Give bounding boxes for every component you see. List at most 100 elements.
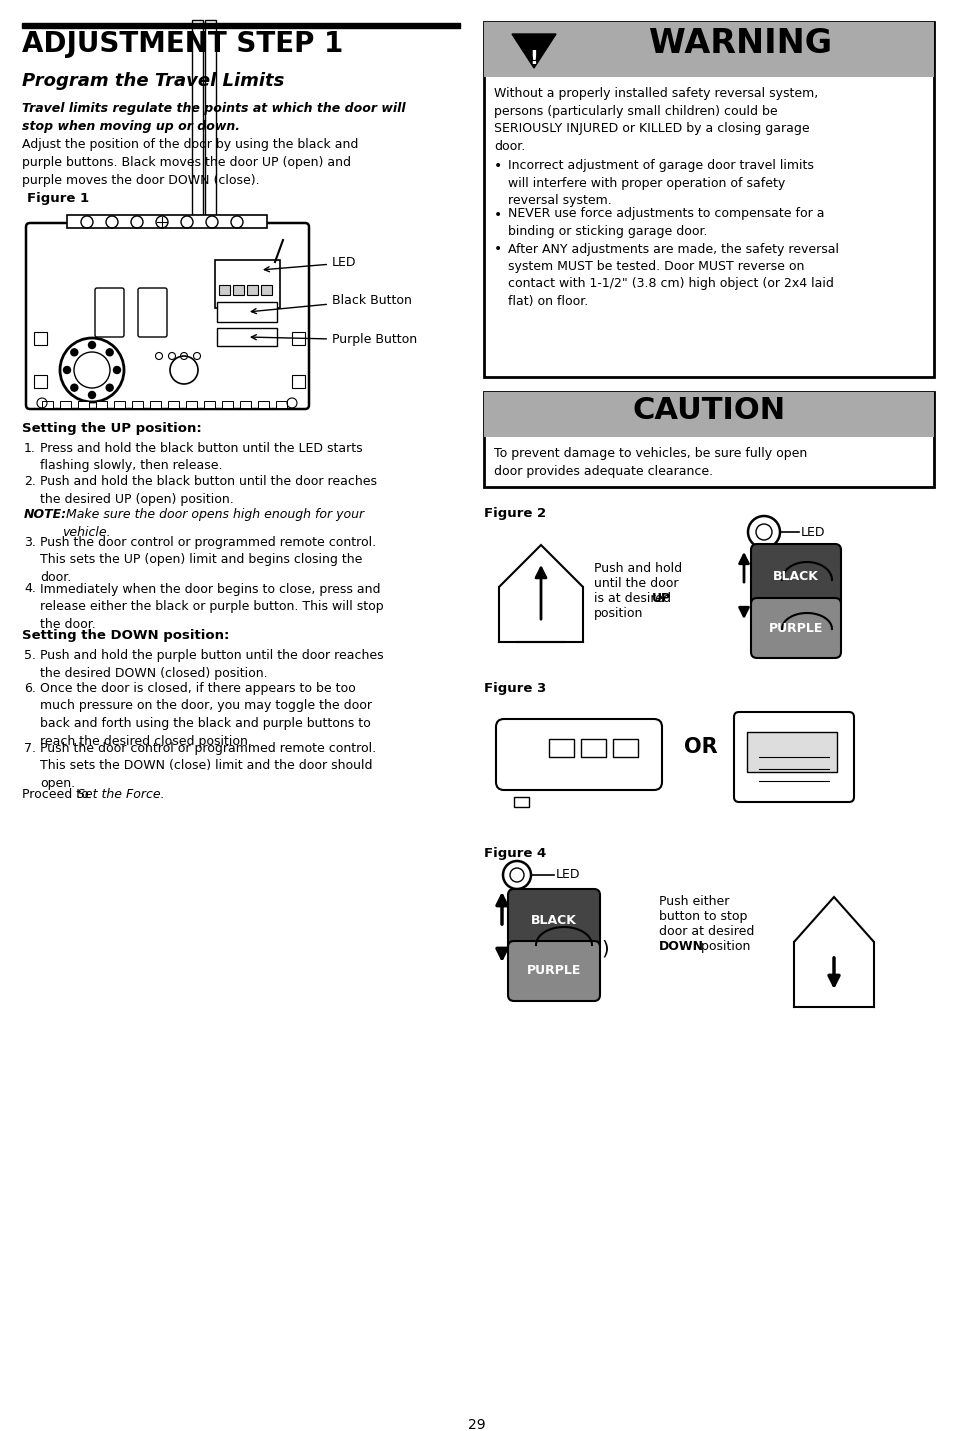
Bar — [132, 401, 143, 408]
FancyBboxPatch shape — [507, 889, 599, 953]
Text: 4.: 4. — [24, 582, 36, 595]
Text: WARNING: WARNING — [648, 27, 831, 60]
Text: Incorrect adjustment of garage door travel limits
will interfere with proper ope: Incorrect adjustment of garage door trav… — [507, 159, 813, 207]
Bar — [613, 738, 638, 757]
Text: 7.: 7. — [24, 743, 36, 756]
Bar — [96, 401, 107, 408]
Text: 6.: 6. — [24, 683, 36, 695]
Text: position: position — [697, 940, 750, 953]
Bar — [67, 215, 267, 228]
Text: Set the Force.: Set the Force. — [77, 788, 165, 801]
Text: Proceed to: Proceed to — [22, 788, 92, 801]
FancyBboxPatch shape — [138, 288, 167, 336]
Bar — [34, 375, 47, 388]
FancyBboxPatch shape — [507, 942, 599, 1002]
Text: 1.: 1. — [24, 442, 36, 455]
Text: Push and hold the black button until the door reaches
the desired UP (open) posi: Push and hold the black button until the… — [40, 475, 376, 505]
FancyBboxPatch shape — [26, 223, 309, 409]
Bar — [205, 20, 215, 215]
Bar — [257, 401, 269, 408]
Text: Push and hold: Push and hold — [594, 562, 681, 575]
Text: Push either: Push either — [659, 894, 729, 909]
Bar — [548, 738, 574, 757]
Circle shape — [113, 366, 120, 373]
Text: DOWN: DOWN — [659, 940, 703, 953]
Bar — [204, 401, 214, 408]
Text: Press and hold the black button until the LED starts
flashing slowly, then relea: Press and hold the black button until th… — [40, 442, 362, 472]
Circle shape — [89, 342, 95, 349]
Bar — [222, 401, 233, 408]
Text: •: • — [494, 159, 501, 173]
Text: CAUTION: CAUTION — [632, 396, 784, 425]
Bar — [580, 738, 605, 757]
Bar — [746, 733, 836, 771]
Text: Once the door is closed, if there appears to be too
much pressure on the door, y: Once the door is closed, if there appear… — [40, 683, 372, 747]
Text: Program the Travel Limits: Program the Travel Limits — [22, 72, 284, 90]
Text: •: • — [494, 207, 501, 222]
Bar — [22, 23, 459, 29]
Text: After ANY adjustments are made, the safety reversal
system MUST be tested. Door : After ANY adjustments are made, the safe… — [507, 242, 838, 308]
Text: LED: LED — [556, 869, 579, 881]
Circle shape — [106, 384, 113, 391]
Bar — [60, 401, 71, 408]
Bar — [292, 332, 305, 345]
Text: is at desired: is at desired — [594, 592, 675, 605]
Bar — [240, 401, 251, 408]
Text: Figure 1: Figure 1 — [27, 192, 89, 205]
Text: NEVER use force adjustments to compensate for a
binding or sticking garage door.: NEVER use force adjustments to compensat… — [507, 207, 823, 238]
Text: !: ! — [529, 49, 537, 67]
Text: ADJUSTMENT STEP 1: ADJUSTMENT STEP 1 — [22, 30, 343, 59]
Bar — [186, 401, 196, 408]
FancyBboxPatch shape — [95, 288, 124, 336]
Text: Immediately when the door begins to close, press and
release either the black or: Immediately when the door begins to clos… — [40, 582, 383, 631]
Text: LED: LED — [801, 525, 824, 538]
Text: PURPLE: PURPLE — [768, 621, 822, 634]
Text: Push and hold the purple button until the door reaches
the desired DOWN (closed): Push and hold the purple button until th… — [40, 650, 383, 680]
FancyBboxPatch shape — [750, 598, 841, 658]
Text: •: • — [494, 242, 501, 256]
Bar — [247, 285, 257, 295]
FancyBboxPatch shape — [496, 718, 661, 790]
Bar — [34, 332, 47, 345]
Text: 29: 29 — [468, 1418, 485, 1431]
Circle shape — [71, 349, 78, 356]
Text: To prevent damage to vehicles, be sure fully open
door provides adequate clearan: To prevent damage to vehicles, be sure f… — [494, 446, 806, 478]
Bar — [483, 392, 933, 436]
Text: position: position — [594, 607, 642, 620]
Bar — [216, 302, 276, 322]
Text: until the door: until the door — [594, 577, 678, 590]
Text: Adjust the position of the door by using the black and
purple buttons. Black mov: Adjust the position of the door by using… — [22, 137, 358, 187]
Text: 3.: 3. — [24, 537, 36, 550]
Bar — [214, 260, 280, 308]
Bar — [233, 285, 244, 295]
Bar — [483, 21, 933, 376]
Text: Push the door control or programmed remote control.
This sets the DOWN (close) l: Push the door control or programmed remo… — [40, 743, 375, 790]
Text: ): ) — [600, 940, 608, 959]
Text: UP: UP — [651, 592, 670, 605]
Bar — [42, 401, 53, 408]
Text: Travel limits regulate the points at which the door will
stop when moving up or : Travel limits regulate the points at whi… — [22, 102, 405, 133]
Polygon shape — [512, 34, 556, 69]
Text: 2.: 2. — [24, 475, 36, 488]
Text: button to stop: button to stop — [659, 910, 746, 923]
Text: Setting the UP position:: Setting the UP position: — [22, 422, 201, 435]
Text: Figure 2: Figure 2 — [483, 507, 545, 519]
Bar — [219, 285, 230, 295]
Text: Figure 4: Figure 4 — [483, 847, 546, 860]
Bar — [216, 328, 276, 346]
Bar — [483, 21, 933, 77]
Text: door at desired: door at desired — [659, 924, 754, 937]
Bar — [150, 401, 161, 408]
Text: NOTE:: NOTE: — [24, 508, 67, 521]
Text: BLACK: BLACK — [531, 914, 577, 927]
Text: BLACK: BLACK — [772, 570, 818, 582]
Text: Figure 3: Figure 3 — [483, 683, 546, 695]
Text: Push the door control or programmed remote control.
This sets the UP (open) limi: Push the door control or programmed remo… — [40, 537, 375, 584]
Text: LED: LED — [264, 256, 356, 272]
Text: Make sure the door opens high enough for your
vehicle.: Make sure the door opens high enough for… — [62, 508, 364, 538]
Bar — [261, 285, 272, 295]
Bar — [483, 392, 933, 487]
Bar — [168, 401, 179, 408]
Circle shape — [89, 392, 95, 398]
Bar — [113, 401, 125, 408]
